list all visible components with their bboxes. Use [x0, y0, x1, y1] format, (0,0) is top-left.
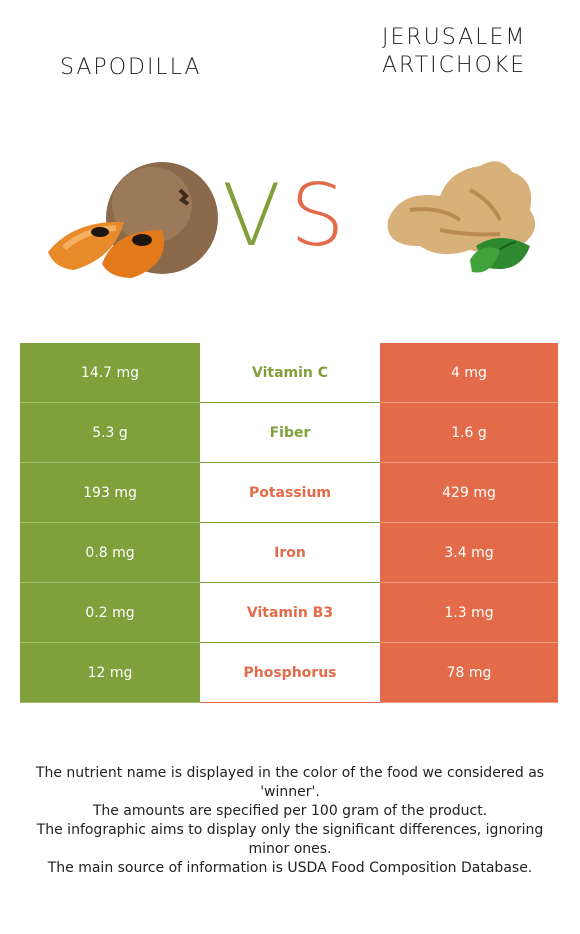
nutrient-name-cell: Potassium [200, 462, 380, 523]
sapodilla-image [48, 162, 218, 278]
vs-letter-v: V [222, 166, 281, 266]
right-food-title: Jerusalem artichoke [382, 25, 527, 78]
jerusalem-artichoke-image [387, 161, 536, 273]
footnote: The nutrient name is displayed in the co… [18, 764, 562, 878]
footnote-line: The nutrient name is displayed in the co… [35, 765, 545, 800]
table-row: 0.8 mg Iron 3.4 mg [20, 522, 558, 583]
right-value-cell: 1.3 mg [380, 582, 558, 643]
table-row: 193 mg Potassium 429 mg [20, 462, 558, 523]
left-value-cell: 14.7 mg [20, 343, 200, 403]
left-value-cell: 12 mg [20, 642, 200, 703]
left-value-cell: 193 mg [20, 462, 200, 523]
footnote-line: The amounts are specified per 100 gram o… [92, 803, 488, 819]
left-value-cell: 5.3 g [20, 402, 200, 463]
right-value-cell: 78 mg [380, 642, 558, 703]
left-food-title: Sapodilla [60, 55, 202, 80]
footnote-line: The main source of information is USDA F… [47, 860, 533, 876]
left-value-cell: 0.8 mg [20, 522, 200, 583]
nutrient-name-cell: Iron [200, 522, 380, 583]
right-value-cell: 429 mg [380, 462, 558, 523]
left-value-cell: 0.2 mg [20, 582, 200, 643]
right-value-cell: 1.6 g [380, 402, 558, 463]
nutrient-name-cell: Fiber [200, 402, 380, 463]
nutrient-name-cell: Vitamin B3 [200, 582, 380, 643]
nutrient-name-cell: Vitamin C [200, 343, 380, 403]
right-value-cell: 3.4 mg [380, 522, 558, 583]
nutrient-name-cell: Phosphorus [200, 642, 380, 703]
table-row: 12 mg Phosphorus 78 mg [20, 642, 558, 703]
table-row: 0.2 mg Vitamin B3 1.3 mg [20, 582, 558, 643]
vs-letter-s: S [290, 166, 345, 266]
footnote-line: The infographic aims to display only the… [36, 822, 544, 857]
table-row: 5.3 g Fiber 1.6 g [20, 402, 558, 463]
right-value-cell: 4 mg [380, 343, 558, 403]
